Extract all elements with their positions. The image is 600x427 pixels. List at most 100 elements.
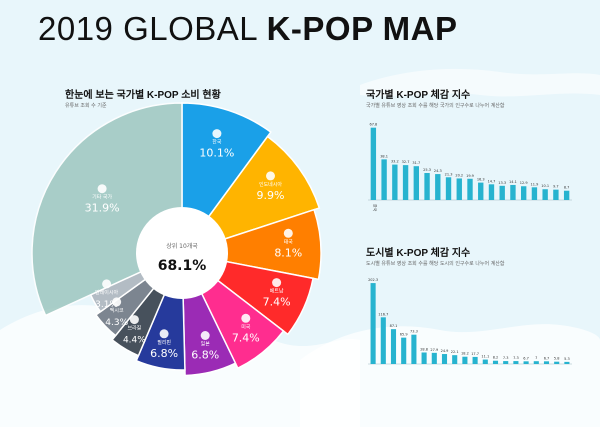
bar-value-label: 25.3 xyxy=(423,168,431,172)
bar xyxy=(402,165,409,200)
bar-value-label: 67.8 xyxy=(369,123,377,127)
bar-value-label: 16.3 xyxy=(477,178,485,182)
flag-icon xyxy=(200,331,210,340)
bar-value-label: 12.9 xyxy=(520,181,528,185)
bar xyxy=(456,178,462,200)
bar xyxy=(531,187,538,200)
bar xyxy=(533,361,539,364)
bar xyxy=(542,189,548,200)
pie-slice-value-label: 7.4% xyxy=(263,296,291,309)
map-landmass-north xyxy=(360,68,600,97)
bar-value-label: 87.1 xyxy=(390,324,398,328)
pie-slice-country-label: 미국 xyxy=(241,323,251,330)
bar-value-label: 14.7 xyxy=(488,179,496,183)
pie-slice-country-label: 일본 xyxy=(201,341,211,348)
flag-icon xyxy=(129,315,139,325)
bar-value-label: 19.9 xyxy=(466,174,474,178)
bar xyxy=(370,127,377,200)
bar-value-label: 21.3 xyxy=(445,172,453,176)
title-light-part: 2019 GLOBAL xyxy=(38,10,267,47)
bar-value-label: 20.2 xyxy=(455,173,463,177)
bar xyxy=(492,360,499,364)
bar xyxy=(392,164,398,200)
pie-slice-value-label: 31.9% xyxy=(85,202,120,215)
bar-value-label: 8.2 xyxy=(493,356,499,360)
bar xyxy=(467,178,473,200)
pie-slice-country-label: 인도네시아 xyxy=(259,181,282,188)
bar xyxy=(390,329,397,364)
pie-slice-country-label: 말레이시아 xyxy=(95,289,118,296)
bar xyxy=(445,177,452,200)
pie-slice-value-label: 10.1% xyxy=(199,147,234,160)
bar-value-label: 6.7 xyxy=(544,356,550,360)
bar-value-label: 33.2 xyxy=(391,160,399,164)
bar-value-label: 7.3 xyxy=(513,356,519,360)
bar xyxy=(380,317,386,364)
bar-value-label: 31.7 xyxy=(412,161,420,165)
bar-value-label: 5.3 xyxy=(564,357,570,361)
bar xyxy=(564,361,570,364)
bar xyxy=(462,356,468,364)
city-index-subtitle: 도시별 유튜브 영상 조회 수를 해당 도시의 인구수로 나누어 계산함 xyxy=(366,261,505,267)
flag-icon xyxy=(283,228,293,238)
pie-slice-value-label: 3.1% xyxy=(95,300,118,310)
flag-icon xyxy=(241,313,251,323)
bar-value-label: 24.3 xyxy=(434,169,442,173)
bar-value-label: 22.1 xyxy=(451,350,459,354)
bar xyxy=(543,361,550,364)
flag-icon xyxy=(212,129,222,139)
bar-value-label: 28.8 xyxy=(420,347,428,351)
bar-value-label: 13.3 xyxy=(498,181,506,185)
pie-slice-country-label: 브라질 xyxy=(127,325,141,332)
bar xyxy=(503,361,509,364)
pie-slice-2 xyxy=(179,208,322,281)
pie-slice-value-label: 9.9% xyxy=(257,189,285,202)
bar xyxy=(435,174,441,200)
flag-icon xyxy=(112,297,122,307)
bar xyxy=(424,173,430,200)
pie-slice-value-label: 4.3% xyxy=(105,318,128,328)
bar-value-label: 8.7 xyxy=(564,186,570,190)
pie-center-disc xyxy=(136,207,228,299)
bar-value-label: 32.7 xyxy=(402,160,410,164)
bar xyxy=(513,361,519,364)
bar-value-label: 65.9 xyxy=(400,333,408,337)
bar xyxy=(554,361,560,364)
country-index-title: 국가별 K-POP 체감 지수 xyxy=(366,90,471,101)
pie-slice-country-label: 필리핀 xyxy=(157,339,171,346)
bar-value-label: 17.7 xyxy=(471,352,479,356)
bar-value-label: 7 xyxy=(535,356,537,360)
bar xyxy=(521,186,527,200)
flag-icon xyxy=(159,329,169,339)
bar xyxy=(478,182,484,200)
pie-slice-value-label: 6.8% xyxy=(150,347,178,360)
bar xyxy=(421,352,427,364)
pie-center-label: 상위 10개국 xyxy=(166,242,198,250)
pie-slice-value-label: 6.8% xyxy=(191,349,219,362)
bar-value-label: 116.7 xyxy=(378,312,388,316)
bar-value-label: 5.8 xyxy=(554,357,560,361)
bar-value-label: 9.7 xyxy=(553,185,559,189)
pie-slice-value-label: 8.1% xyxy=(274,246,302,259)
bar-value-label: 6.7 xyxy=(523,356,529,360)
bar xyxy=(441,354,448,364)
bar xyxy=(411,334,417,364)
pie-chart-title: 한눈에 보는 국가별 K-POP 소비 현황 xyxy=(65,90,221,101)
bar xyxy=(401,337,407,364)
bar-value-label: 38.1 xyxy=(380,154,388,158)
pie-slice-country-label: 기타 국가 xyxy=(92,194,112,201)
bar xyxy=(413,166,419,200)
pie-slice-country-label: 멕시코 xyxy=(110,307,124,314)
bar-category-label: 한국 xyxy=(372,204,378,212)
flag-icon xyxy=(272,278,282,288)
bar-value-label: 24.9 xyxy=(441,349,449,353)
pie-slice-country-label: 베트남 xyxy=(270,288,284,295)
bar-value-label: 11.1 xyxy=(481,355,489,359)
bar xyxy=(482,359,488,364)
pie-slice-country-label: 한국 xyxy=(212,140,222,146)
bar xyxy=(563,190,570,200)
bar-value-label: 14.1 xyxy=(509,180,517,184)
